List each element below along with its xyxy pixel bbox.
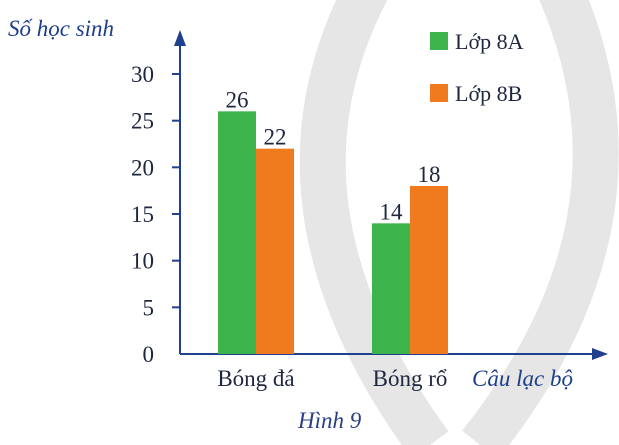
category-label: Bóng rổ	[373, 366, 448, 391]
value-labels: 26 22 14 18	[226, 87, 441, 224]
watermark	[299, 0, 619, 445]
bar-value-label: 18	[418, 162, 441, 187]
bar-8b-1	[410, 186, 448, 354]
y-tick-label: 0	[143, 342, 155, 367]
y-tick-label: 20	[131, 155, 154, 180]
category-labels: Bóng đá Bóng rổ	[217, 366, 447, 391]
legend-swatch	[430, 32, 448, 50]
legend-label: Lớp 8B	[455, 81, 522, 106]
bars	[218, 111, 448, 354]
legend: Lớp 8A Lớp 8B	[430, 29, 524, 106]
watermark-arc-left	[299, 0, 449, 445]
category-label: Bóng đá	[217, 366, 294, 391]
y-tick-label: 25	[131, 109, 154, 134]
legend-swatch	[430, 84, 448, 102]
y-axis-title: Số học sinh	[8, 16, 114, 41]
bar-value-label: 26	[226, 87, 249, 112]
bar-value-label: 14	[380, 199, 404, 224]
bar-8a-0	[218, 111, 256, 354]
bar-8b-0	[256, 148, 294, 354]
y-tick-label: 30	[131, 62, 154, 87]
figure-caption: Hình 9	[297, 408, 362, 433]
y-ticks: 0 5 10 15 20 25 30	[131, 62, 180, 367]
y-tick-label: 5	[143, 295, 155, 320]
x-axis-title: Câu lạc bộ	[472, 366, 573, 391]
bar-8a-1	[372, 223, 410, 354]
y-axis-arrow	[174, 30, 186, 46]
y-tick-label: 15	[131, 202, 154, 227]
y-tick-label: 10	[131, 249, 154, 274]
legend-label: Lớp 8A	[455, 29, 524, 54]
bar-value-label: 22	[264, 125, 287, 150]
x-axis-arrow	[592, 348, 608, 360]
watermark-arc-right	[462, 0, 619, 445]
